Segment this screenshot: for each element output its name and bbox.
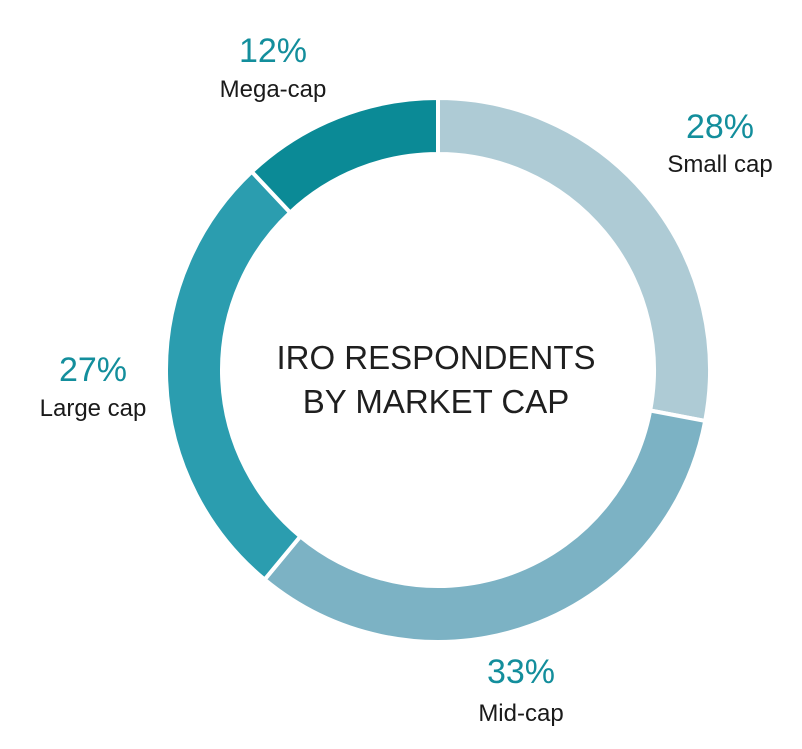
chart-title-line-2: BY MARKET CAP	[303, 383, 570, 420]
value-label-large-cap: 27%	[59, 351, 127, 389]
value-label-small-cap: 28%	[686, 108, 754, 146]
category-label-small-cap: Small cap	[667, 151, 772, 178]
donut-slices	[164, 95, 712, 644]
value-label-mid-cap: 33%	[487, 653, 555, 691]
category-label-mid-cap: Mid-cap	[478, 700, 563, 727]
category-label-large-cap: Large cap	[40, 395, 147, 422]
chart-title-line-1: IRO RESPONDENTS	[276, 339, 595, 376]
slice-mega-cap	[248, 95, 440, 216]
slice-labels: 28% Small cap 33% Mid-cap 27% Large cap 12% Meg…	[40, 32, 773, 727]
slice-mid-cap	[261, 408, 708, 644]
category-label-mega-cap: Mega-cap	[220, 76, 327, 103]
value-label-mega-cap: 12%	[239, 32, 307, 70]
